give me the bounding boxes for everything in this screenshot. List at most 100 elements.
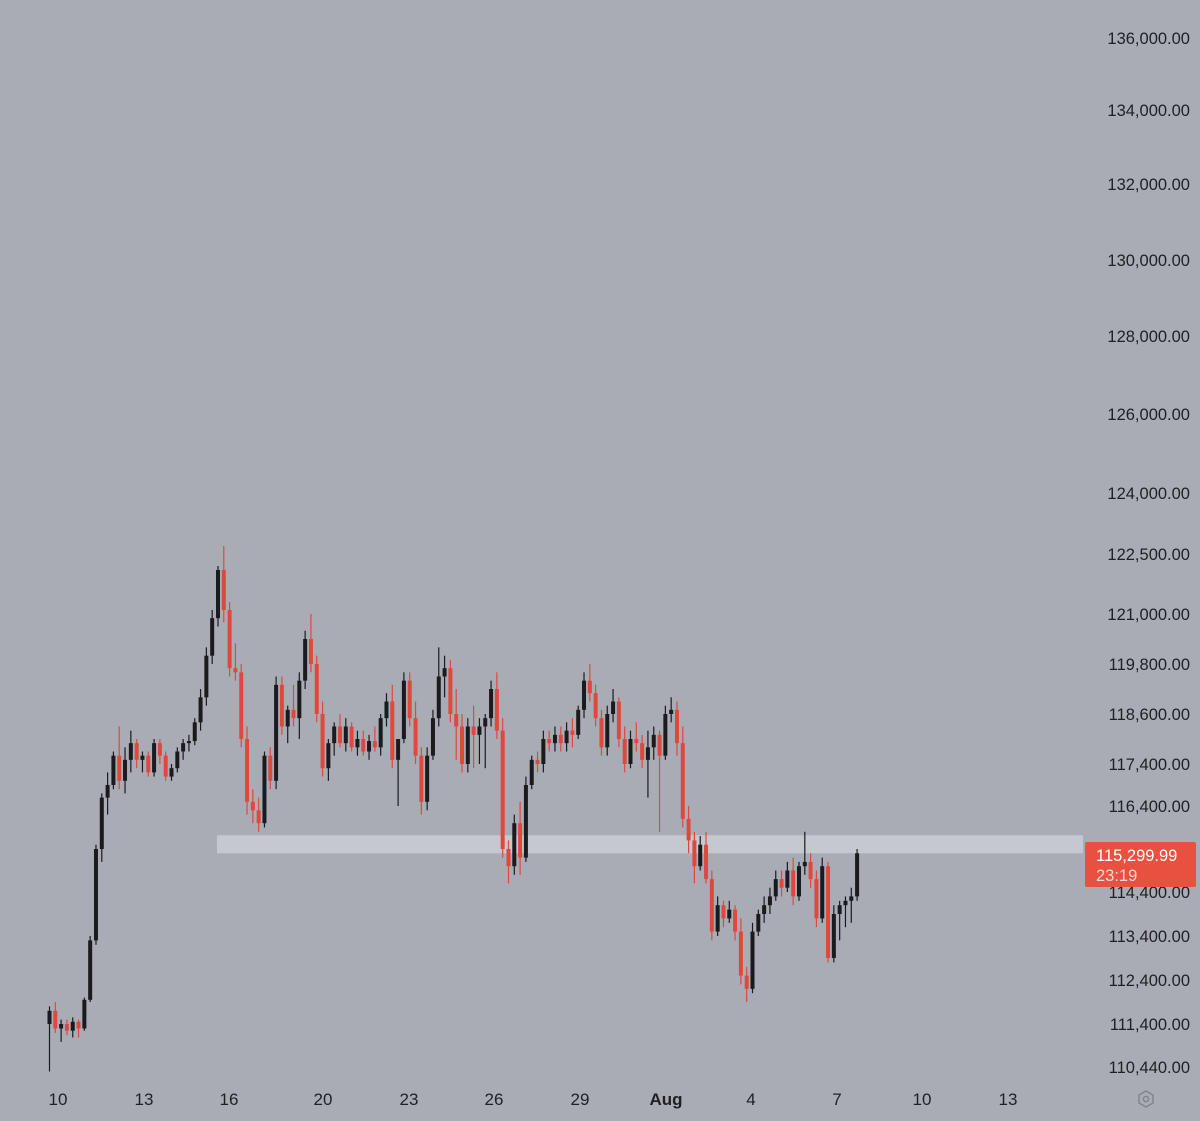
candle-body	[308, 639, 313, 664]
candle-body	[384, 701, 389, 719]
candle-body	[489, 689, 494, 719]
candle-body	[750, 931, 755, 989]
x-tick-label: 16	[220, 1090, 239, 1109]
candle-body	[210, 618, 215, 656]
candle-body	[494, 689, 499, 731]
candle-body	[814, 879, 819, 919]
candle-body	[361, 739, 366, 752]
candle-body	[47, 1010, 52, 1024]
candle-body	[430, 718, 435, 756]
candle-body	[186, 741, 191, 744]
candle-body	[175, 751, 180, 769]
candle-body	[93, 849, 98, 941]
x-tick-label: 29	[571, 1090, 590, 1109]
candle-body	[564, 730, 569, 744]
candle-body	[117, 755, 122, 781]
candle-body	[721, 905, 726, 919]
candle-body	[541, 739, 546, 764]
x-tick-label: 13	[135, 1090, 154, 1109]
candle-body	[460, 726, 465, 764]
candle-body	[599, 718, 604, 748]
candle-body	[448, 668, 453, 714]
candle-body	[268, 755, 273, 781]
candle-body	[64, 1024, 69, 1031]
candle-body	[779, 879, 784, 888]
candle-body	[303, 639, 308, 681]
candle-body	[802, 861, 807, 867]
candle-body	[483, 718, 488, 727]
candle-body	[471, 726, 476, 735]
candle-body	[558, 734, 563, 744]
candle-body	[413, 718, 418, 756]
candle-body	[99, 797, 104, 849]
candle-body	[715, 905, 720, 932]
y-tick-label: 132,000.00	[1107, 176, 1190, 194]
candle-body	[785, 870, 790, 888]
x-tick-label: 20	[314, 1090, 333, 1109]
candle-body	[285, 709, 290, 727]
candle-body	[808, 861, 813, 880]
candle-body	[709, 879, 714, 932]
x-tick-label: 23	[400, 1090, 419, 1109]
y-tick-label: 124,000.00	[1107, 485, 1190, 503]
candle-body	[796, 866, 801, 897]
candle-body	[454, 714, 459, 727]
candle-body	[256, 810, 261, 824]
candle-body	[500, 730, 505, 849]
candle-body	[518, 823, 523, 858]
candle-body	[698, 844, 703, 867]
candle-body	[622, 739, 627, 764]
candle-body	[320, 714, 325, 769]
candle-body	[221, 570, 226, 610]
candle-body	[593, 693, 598, 719]
y-tick-label: 134,000.00	[1107, 102, 1190, 120]
y-tick-label: 136,000.00	[1107, 30, 1190, 48]
candle-body	[535, 759, 540, 764]
candle-body	[529, 759, 534, 785]
candle-body	[70, 1021, 75, 1031]
x-tick-label: 26	[485, 1090, 504, 1109]
candle-body	[831, 914, 836, 958]
candle-body	[123, 759, 128, 781]
candle-body	[326, 743, 331, 769]
candle-body	[274, 684, 279, 781]
candle-body	[587, 680, 592, 694]
y-tick-label: 119,800.00	[1109, 656, 1190, 674]
y-tick-label: 112,400.00	[1109, 972, 1190, 990]
candle-body	[198, 697, 203, 723]
candle-body	[390, 701, 395, 760]
candle-body	[111, 755, 116, 785]
candle-body	[843, 900, 848, 906]
y-tick-label: 110,440.00	[1109, 1059, 1190, 1077]
candle-body	[76, 1021, 81, 1029]
candle-body	[349, 726, 354, 748]
candle-body	[465, 726, 470, 764]
candle-body	[192, 722, 197, 742]
x-tick-label: 10	[913, 1090, 932, 1109]
candle-body	[314, 664, 319, 714]
candle-body	[826, 866, 831, 958]
y-tick-label: 114,400.00	[1109, 884, 1190, 902]
candle-body	[181, 743, 186, 752]
candle-body	[250, 801, 255, 811]
candle-body	[169, 768, 174, 777]
candle-body	[686, 818, 691, 841]
candle-body	[552, 734, 557, 744]
y-tick-label: 122,500.00	[1107, 546, 1190, 564]
candle-body	[576, 709, 581, 735]
candle-body	[163, 755, 168, 777]
candle-body	[419, 755, 424, 802]
candle-body	[372, 741, 377, 748]
candle-body	[355, 739, 360, 748]
candle-body	[53, 1010, 58, 1029]
candle-body	[616, 701, 621, 739]
candle-body	[279, 684, 284, 727]
gear-icon[interactable]	[1138, 1090, 1154, 1108]
x-tick-label: 7	[832, 1090, 841, 1109]
candle-body	[396, 739, 401, 760]
candle-body	[657, 734, 662, 756]
candle-body	[401, 680, 406, 739]
candle-body	[645, 747, 650, 760]
